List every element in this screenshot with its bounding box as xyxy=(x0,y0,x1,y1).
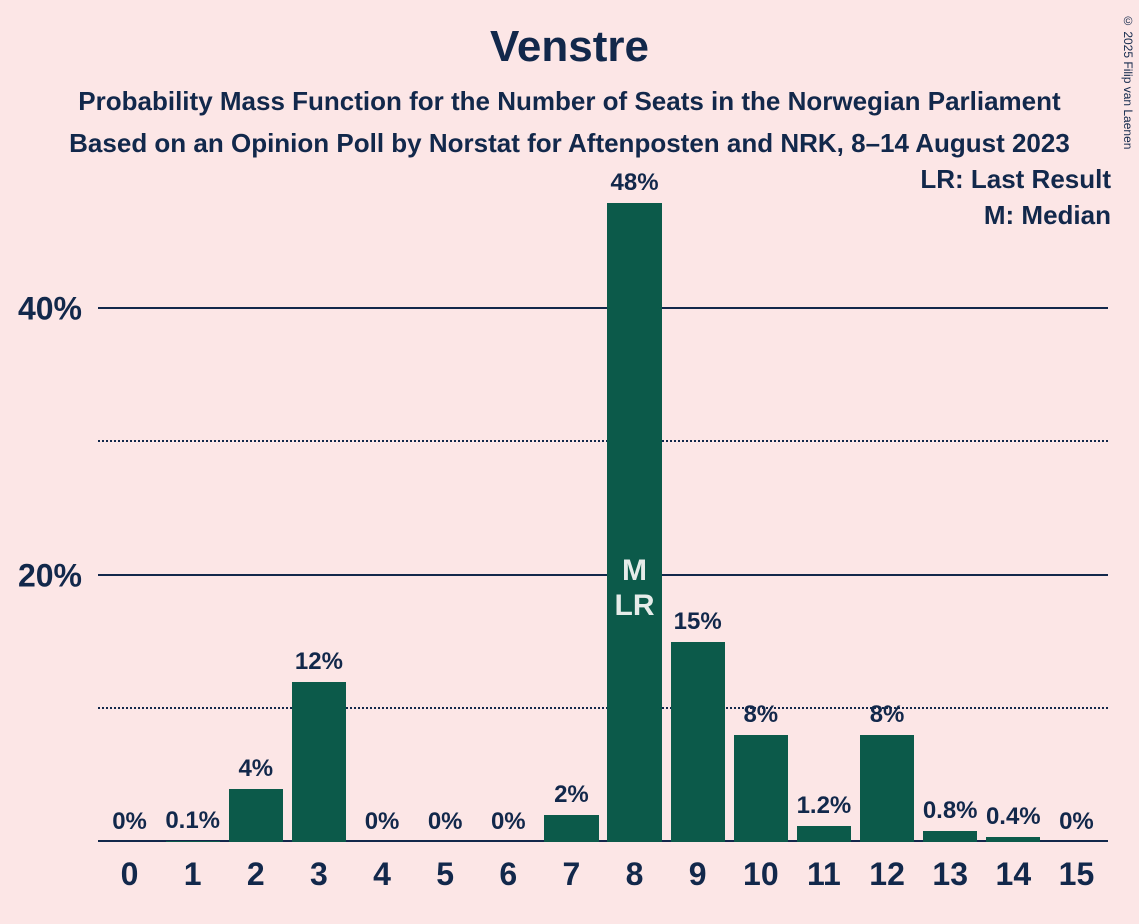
bar: 8% xyxy=(734,735,788,842)
bar-value-label: 12% xyxy=(295,648,343,682)
bar-value-label: 0% xyxy=(112,808,147,842)
chart-title: Venstre xyxy=(0,22,1139,72)
bar-value-label: 15% xyxy=(674,608,722,642)
bar-value-label: 0.1% xyxy=(165,807,220,841)
xtick-label: 3 xyxy=(310,842,328,893)
chart-subtitle-1: Probability Mass Function for the Number… xyxy=(0,86,1139,117)
bar-value-label: 0% xyxy=(428,808,463,842)
xtick-label: 14 xyxy=(996,842,1032,893)
copyright-text: © 2025 Filip van Laenen xyxy=(1121,14,1135,149)
xtick-label: 12 xyxy=(869,842,905,893)
bar: 4% xyxy=(229,789,283,842)
xtick-label: 1 xyxy=(184,842,202,893)
xtick-label: 7 xyxy=(563,842,581,893)
bar-value-label: 8% xyxy=(743,701,778,735)
xtick-label: 5 xyxy=(436,842,454,893)
chart-subtitle-2: Based on an Opinion Poll by Norstat for … xyxy=(0,128,1139,159)
bar-value-label: 0% xyxy=(491,808,526,842)
chart-container: Venstre Probability Mass Function for th… xyxy=(0,0,1139,924)
bar-value-label: 1.2% xyxy=(797,792,852,826)
xtick-label: 9 xyxy=(689,842,707,893)
bar-value-label: 0% xyxy=(365,808,400,842)
plot-area: 20%40%0%00.1%14%212%30%40%50%62%748%MLR8… xyxy=(98,176,1108,842)
bar: 12% xyxy=(292,682,346,842)
xtick-label: 10 xyxy=(743,842,779,893)
xtick-label: 0 xyxy=(121,842,139,893)
bar-value-label: 48% xyxy=(611,169,659,203)
bar-value-label: 8% xyxy=(870,701,905,735)
xtick-label: 6 xyxy=(499,842,517,893)
xtick-label: 4 xyxy=(373,842,391,893)
bar: 8% xyxy=(860,735,914,842)
xtick-label: 11 xyxy=(807,842,841,893)
bar-inner-label: MLR xyxy=(615,554,655,623)
bar-value-label: 0.8% xyxy=(923,797,978,831)
ytick-label: 20% xyxy=(18,557,98,594)
bar-value-label: 0% xyxy=(1059,808,1094,842)
gridline-major xyxy=(98,307,1108,309)
gridline-minor xyxy=(98,440,1108,442)
bar: 2% xyxy=(544,815,598,842)
bar: 0.8% xyxy=(923,831,977,842)
ytick-label: 40% xyxy=(18,291,98,328)
gridline-minor xyxy=(98,707,1108,709)
bar: 1.2% xyxy=(797,826,851,842)
gridline-major xyxy=(98,574,1108,576)
bar: 15% xyxy=(671,642,725,842)
xtick-label: 13 xyxy=(932,842,968,893)
bar: 48%MLR xyxy=(607,203,661,842)
bar-value-label: 0.4% xyxy=(986,803,1041,837)
xtick-label: 2 xyxy=(247,842,265,893)
xtick-label: 15 xyxy=(1059,842,1095,893)
bar-value-label: 2% xyxy=(554,781,589,815)
bar-value-label: 4% xyxy=(238,755,273,789)
xtick-label: 8 xyxy=(626,842,644,893)
